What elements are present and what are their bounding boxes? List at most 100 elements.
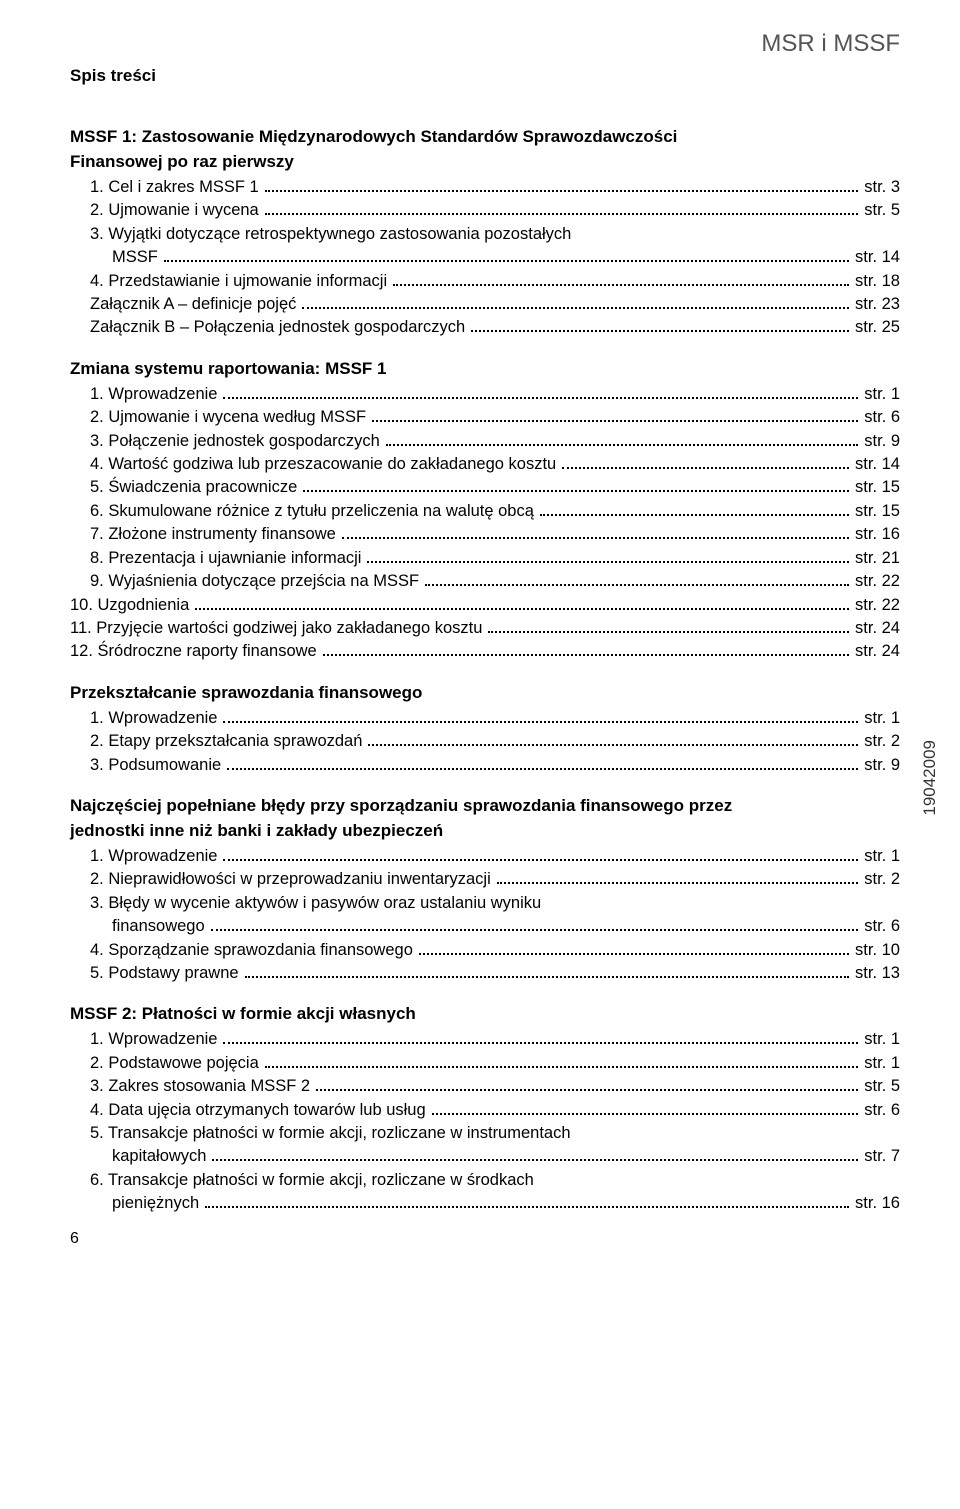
toc-entry: 3. Połączenie jednostek gospodarczychstr… <box>70 430 900 453</box>
toc-dots <box>303 490 849 492</box>
toc-text: 3. Błędy w wycenie aktywów i pasywów ora… <box>90 892 541 915</box>
page-number: 6 <box>70 1230 79 1248</box>
toc-page: str. 6 <box>864 406 900 429</box>
toc-text: 4. Przedstawianie i ujmowanie informacji <box>90 270 387 293</box>
toc-text: Załącznik A – definicje pojęć <box>90 293 296 316</box>
toc-entry: 5. Świadczenia pracowniczestr. 15 <box>70 476 900 499</box>
toc-page: str. 5 <box>864 1075 900 1098</box>
toc-dots <box>223 859 858 861</box>
toc-dots <box>223 1042 858 1044</box>
toc-entry: 11. Przyjęcie wartości godziwej jako zak… <box>70 617 900 640</box>
toc-text: 5. Świadczenia pracownicze <box>90 476 297 499</box>
toc-entry: 10. Uzgodnienia str. 22 <box>70 594 900 617</box>
toc-page: str. 22 <box>855 570 900 593</box>
toc-entry: 1. Wprowadzeniestr. 1 <box>70 1028 900 1051</box>
toc-page: str. 25 <box>855 316 900 339</box>
toc-page: str. 14 <box>855 246 900 269</box>
toc-page: str. 2 <box>864 868 900 891</box>
toc-entry: 3. Podsumowaniestr. 9 <box>70 754 900 777</box>
toc-entry-cont: MSSF str. 14 <box>70 246 900 269</box>
toc-dots <box>471 330 849 332</box>
toc-dots <box>425 584 849 586</box>
toc-entry: 5. Transakcje płatności w formie akcji, … <box>70 1122 900 1145</box>
toc-dots <box>302 307 849 309</box>
toc-dots <box>367 561 849 563</box>
section-title: Zmiana systemu raportowania: MSSF 1 <box>70 358 900 381</box>
document-header-left: Spis treści <box>70 66 900 86</box>
toc-text: 1. Wprowadzenie <box>90 1028 217 1051</box>
toc-entry: 6. Transakcje płatności w formie akcji, … <box>70 1169 900 1192</box>
toc-dots <box>265 190 859 192</box>
toc-entry: 4. Data ujęcia otrzymanych towarów lub u… <box>70 1099 900 1122</box>
toc-text: 4. Sporządzanie sprawozdania finansowego <box>90 939 413 962</box>
toc-text: Załącznik B – Połączenia jednostek gospo… <box>90 316 465 339</box>
toc-text: 3. Zakres stosowania MSSF 2 <box>90 1075 310 1098</box>
toc-text: pieniężnych <box>112 1192 199 1215</box>
toc-entry: 5. Podstawy prawnestr. 13 <box>70 962 900 985</box>
toc-entry: 7. Złożone instrumenty finansowestr. 16 <box>70 523 900 546</box>
toc-text: 10. Uzgodnienia <box>70 594 189 617</box>
toc-page: str. 13 <box>855 962 900 985</box>
toc-dots <box>164 260 849 262</box>
toc-page: str. 1 <box>864 1052 900 1075</box>
toc-entry: 8. Prezentacja i ujawnianie informacji st… <box>70 547 900 570</box>
toc-dots <box>386 444 858 446</box>
toc-text: 1. Wprowadzenie <box>90 707 217 730</box>
toc-entry: 1. Wprowadzeniestr. 1 <box>70 707 900 730</box>
toc-page: str. 10 <box>855 939 900 962</box>
vertical-code: 19042009 <box>920 740 940 816</box>
toc-entry: 4. Przedstawianie i ujmowanie informacji… <box>70 270 900 293</box>
toc-dots <box>212 1159 858 1161</box>
toc-dots <box>372 420 858 422</box>
toc-page: str. 3 <box>864 176 900 199</box>
toc-page: str. 6 <box>864 1099 900 1122</box>
toc-text: 11. Przyjęcie wartości godziwej jako zak… <box>70 617 482 640</box>
toc-page: str. 24 <box>855 617 900 640</box>
toc-text: 4. Wartość godziwa lub przeszacowanie do… <box>90 453 556 476</box>
toc-text: 9. Wyjaśnienia dotyczące przejścia na MS… <box>90 570 419 593</box>
toc-dots <box>432 1113 859 1115</box>
toc-text: 3. Połączenie jednostek gospodarczych <box>90 430 380 453</box>
section-title: Finansowej po raz pierwszy <box>70 151 900 174</box>
toc-dots <box>497 882 858 884</box>
toc-text: 6. Transakcje płatności w formie akcji, … <box>90 1169 534 1192</box>
toc-text: 5. Transakcje płatności w formie akcji, … <box>90 1122 571 1145</box>
toc-dots <box>419 953 849 955</box>
toc-text: 2. Nieprawidłowości w przeprowadzaniu in… <box>90 868 491 891</box>
toc-text: 8. Prezentacja i ujawnianie informacji <box>90 547 361 570</box>
toc-dots <box>211 929 859 931</box>
toc-text: MSSF <box>112 246 158 269</box>
toc-text: 2. Ujmowanie i wycena <box>90 199 259 222</box>
toc-page: str. 9 <box>864 754 900 777</box>
toc-text: 3. Wyjątki dotyczące retrospektywnego za… <box>90 223 571 246</box>
toc-text: 1. Cel i zakres MSSF 1 <box>90 176 259 199</box>
toc-dots <box>540 514 849 516</box>
toc-dots <box>245 976 849 978</box>
toc-dots <box>393 284 849 286</box>
toc-entry: 1. Wprowadzeniestr. 1 <box>70 845 900 868</box>
toc-page: str. 18 <box>855 270 900 293</box>
toc-page: str. 1 <box>864 383 900 406</box>
toc-text: 1. Wprowadzenie <box>90 845 217 868</box>
toc-dots <box>342 537 849 539</box>
toc-page: str. 14 <box>855 453 900 476</box>
toc-page: str. 21 <box>855 547 900 570</box>
toc-entry: 6. Skumulowane różnice z tytułu przelicz… <box>70 500 900 523</box>
toc-entry: 1. Wprowadzenie str. 1 <box>70 383 900 406</box>
toc-dots <box>205 1206 849 1208</box>
toc-text: 1. Wprowadzenie <box>90 383 217 406</box>
toc-entry-cont: finansowegostr. 6 <box>70 915 900 938</box>
toc-text: 12. Śródroczne raporty finansowe <box>70 640 317 663</box>
toc-page: str. 22 <box>855 594 900 617</box>
toc-dots <box>227 768 858 770</box>
section-title: Przekształcanie sprawozdania finansowego <box>70 682 900 705</box>
toc-entry-cont: pieniężnychstr. 16 <box>70 1192 900 1215</box>
toc-text: 4. Data ujęcia otrzymanych towarów lub u… <box>90 1099 426 1122</box>
toc-entry: 2. Ujmowanie i wycena według MSSFstr. 6 <box>70 406 900 429</box>
toc-dots <box>223 397 858 399</box>
section-title: Najczęściej popełniane błędy przy sporzą… <box>70 795 900 818</box>
section-title: MSSF 2: Płatności w formie akcji własnyc… <box>70 1003 900 1026</box>
toc-entry: 3. Wyjątki dotyczące retrospektywnego za… <box>70 223 900 246</box>
toc-entry: 2. Podstawowe pojęciastr. 1 <box>70 1052 900 1075</box>
toc-dots <box>323 654 849 656</box>
